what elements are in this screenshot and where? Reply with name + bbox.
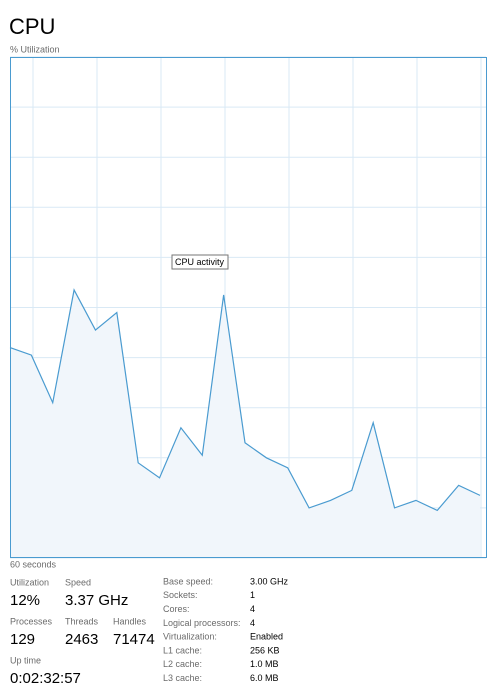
area-fill [10, 289, 480, 558]
detail-value: 4 [250, 604, 255, 614]
tooltip: CPU activity [175, 257, 225, 267]
detail-label: L2 cache: [163, 659, 202, 669]
stat-value: 129 [10, 631, 35, 648]
y-label: % Utilization [10, 44, 60, 54]
cpu-line [9, 288, 481, 512]
detail-label: L1 cache: [163, 645, 202, 655]
detail-label: Cores: [163, 604, 190, 614]
stat-label: Utilization [10, 577, 49, 587]
detail-label: Base speed: [163, 576, 213, 586]
detail-label: L3 cache: [163, 673, 202, 683]
stat-label: Threads [65, 616, 99, 626]
detail-label: Sockets: [163, 590, 198, 600]
stat-label: Handles [113, 616, 147, 626]
detail-label: Logical processors: [163, 618, 241, 628]
detail-value: 4 [250, 618, 255, 628]
x-label: 60 seconds [10, 559, 57, 569]
detail-label: Virtualization: [163, 632, 217, 642]
detail-value: 1 [250, 590, 255, 600]
stat-value: 71474 [113, 631, 155, 648]
stat-value: 0:02:32:57 [10, 670, 81, 687]
detail-value: 3.00 GHz [250, 576, 289, 586]
tooltip-box [171, 254, 229, 270]
plot: CPU activity [9, 56, 487, 559]
detail-value: Enabled [250, 632, 283, 642]
stat-value: 12% [10, 592, 40, 609]
stat-label: Up time [10, 655, 41, 665]
title: CPU [9, 14, 55, 39]
stat-value: 3.37 GHz [65, 592, 128, 609]
stat-label: Speed [65, 577, 91, 587]
stat-value: 2463 [65, 631, 98, 648]
detail-value: 256 KB [250, 645, 280, 655]
stat-label: Processes [10, 616, 53, 626]
info: Utilization 12% Speed 3.37 GHz Processes 129 T… [10, 576, 289, 687]
detail-value: 6.0 MB [250, 673, 279, 683]
detail-value: 1.0 MB [250, 659, 279, 669]
